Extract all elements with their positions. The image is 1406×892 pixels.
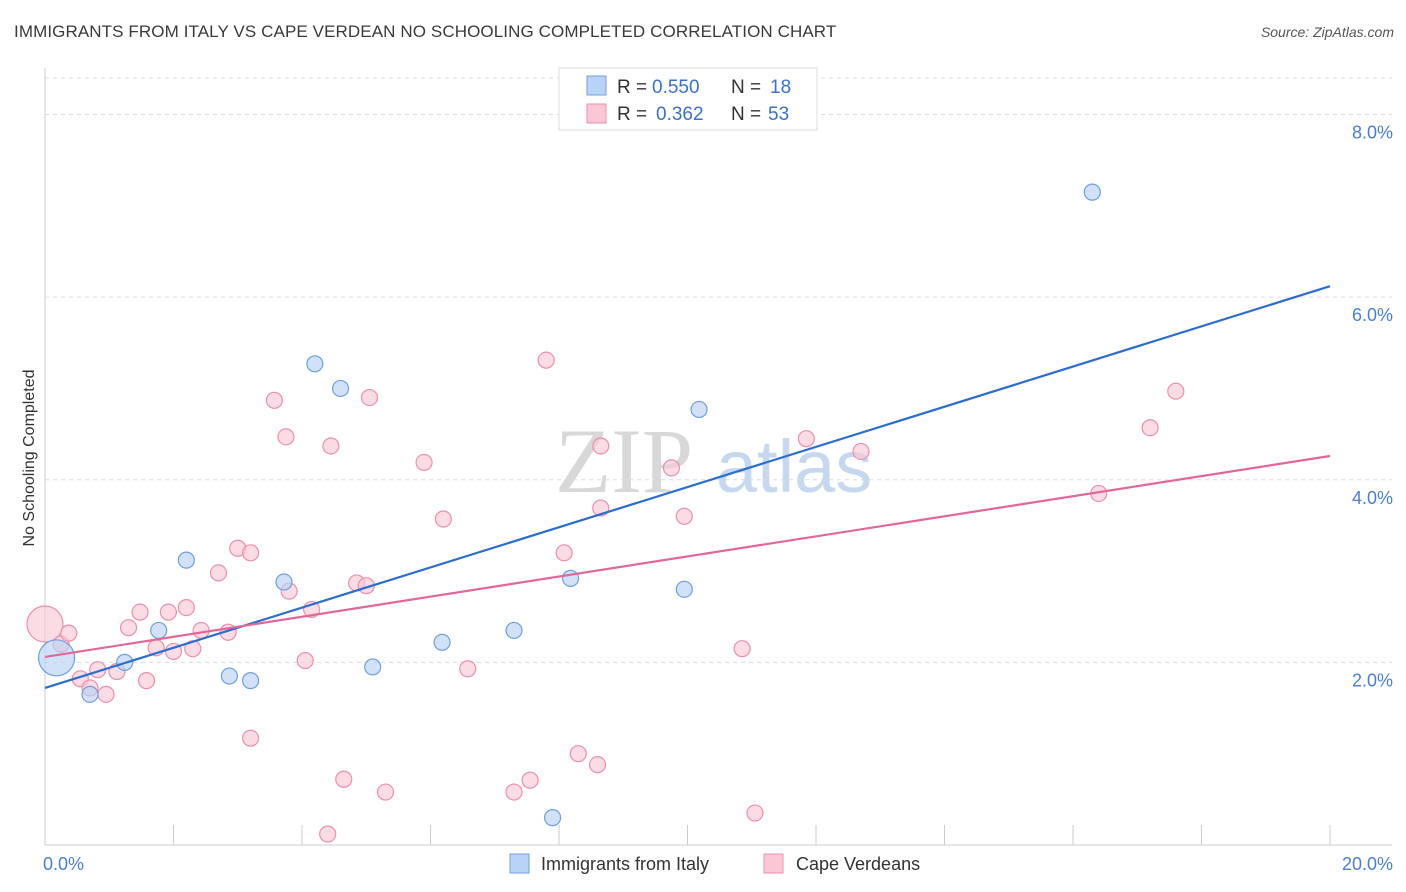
point-italy-15 xyxy=(675,580,693,598)
point-cape-10 xyxy=(137,672,156,690)
point-italy-6 xyxy=(242,672,260,690)
point-cape-49 xyxy=(797,430,815,448)
point-italy-5 xyxy=(220,667,238,685)
source-credit: Source: ZipAtlas.com xyxy=(1260,24,1394,40)
point-cape-42 xyxy=(588,756,607,774)
point-cape-48 xyxy=(746,804,764,822)
point-cape-8 xyxy=(119,619,138,637)
legend-swatch-italy xyxy=(586,75,607,96)
point-cape-28 xyxy=(319,825,337,843)
point-cape-16 xyxy=(192,621,210,640)
point-cape-39 xyxy=(537,351,555,369)
point-italy-4 xyxy=(177,551,195,569)
watermark-atlas: atlas xyxy=(716,425,872,508)
axes xyxy=(44,68,1392,846)
point-cape-23 xyxy=(277,428,295,446)
legend-bottom-label-italy: Immigrants from Italy xyxy=(541,854,709,874)
point-cape-53 xyxy=(1167,382,1185,400)
legend-n-label-cape: N = xyxy=(731,104,761,125)
point-cape-52 xyxy=(1141,419,1159,437)
point-italy-16 xyxy=(690,400,708,419)
point-cape-17 xyxy=(209,564,228,582)
point-italy-17 xyxy=(1083,183,1101,201)
point-cape-38 xyxy=(521,771,539,789)
legend-n-value-italy: 18 xyxy=(770,77,791,98)
point-cape-33 xyxy=(376,783,395,801)
point-cape-50 xyxy=(852,442,870,461)
legend-r-label-italy: R = xyxy=(617,77,647,98)
point-cape-2 xyxy=(60,624,78,642)
legend-r-label-cape: R = xyxy=(617,104,647,125)
legend-swatch-cape xyxy=(586,103,607,124)
point-italy-7 xyxy=(275,573,293,591)
trend-lines xyxy=(44,285,1331,689)
data-points xyxy=(26,183,1185,843)
point-cape-45 xyxy=(662,459,681,477)
point-cape-32 xyxy=(360,388,379,407)
point-cape-36 xyxy=(459,660,477,678)
point-cape-46 xyxy=(675,507,693,525)
point-italy-14 xyxy=(543,809,562,827)
point-cape-35 xyxy=(434,510,452,528)
point-cape-47 xyxy=(733,640,751,658)
point-cape-14 xyxy=(177,598,195,617)
y-tick-label-0: 2.0% xyxy=(1352,670,1393,690)
y-tick-label-3: 8.0% xyxy=(1352,123,1393,143)
point-italy-9 xyxy=(331,379,350,398)
legend-r-value-italy: 0.550 xyxy=(652,77,700,98)
x-tick-label-1: 20.0% xyxy=(1342,854,1393,874)
point-italy-10 xyxy=(364,658,382,676)
point-italy-12 xyxy=(505,621,523,640)
point-cape-9 xyxy=(131,603,149,621)
point-italy-0 xyxy=(37,639,76,677)
point-cape-41 xyxy=(569,745,587,763)
legend-n-value-cape: 53 xyxy=(768,104,789,125)
trend-line-italy xyxy=(44,285,1331,689)
legend-bottom-label-cape: Cape Verdeans xyxy=(796,854,920,874)
legend-n-label-italy: N = xyxy=(731,77,761,98)
point-italy-8 xyxy=(306,355,324,373)
watermark: ZIP atlas xyxy=(555,410,872,512)
point-italy-3 xyxy=(150,621,168,640)
x-tick-label-0: 0.0% xyxy=(43,854,84,874)
point-cape-37 xyxy=(505,783,523,801)
legend-bottom-swatch-italy xyxy=(509,853,530,874)
point-cape-21 xyxy=(242,729,260,747)
legend-bottom-swatch-cape xyxy=(763,853,784,874)
point-cape-27 xyxy=(322,437,340,455)
legend-top: R = 0.550 N = 18 R = 0.362 N = 53 xyxy=(558,67,818,131)
point-cape-44 xyxy=(592,437,610,455)
point-cape-20 xyxy=(242,544,260,562)
y-tick-label-1: 4.0% xyxy=(1352,488,1393,508)
point-cape-40 xyxy=(555,544,573,562)
point-cape-29 xyxy=(335,770,353,788)
y-axis-label: No Schooling Completed xyxy=(21,370,38,547)
trend-line-cape xyxy=(44,454,1331,658)
legend-r-value-cape: 0.362 xyxy=(656,104,704,125)
point-cape-6 xyxy=(97,685,115,703)
point-cape-25 xyxy=(296,651,314,670)
x-tick-labels: 0.0% 20.0% xyxy=(43,854,1393,874)
point-cape-22 xyxy=(265,391,283,409)
y-tick-label-2: 6.0% xyxy=(1352,305,1393,325)
point-cape-12 xyxy=(159,603,177,621)
point-italy-11 xyxy=(433,633,451,651)
gridlines xyxy=(45,77,1392,663)
point-cape-34 xyxy=(415,453,433,472)
chart-title: IMMIGRANTS FROM ITALY VS CAPE VERDEAN NO… xyxy=(14,22,837,41)
point-cape-0 xyxy=(26,605,64,643)
legend-bottom: Immigrants from Italy Cape Verdeans xyxy=(509,853,920,874)
y-tick-labels: 2.0% 4.0% 6.0% 8.0% xyxy=(1352,123,1393,691)
point-italy-1 xyxy=(81,685,99,703)
